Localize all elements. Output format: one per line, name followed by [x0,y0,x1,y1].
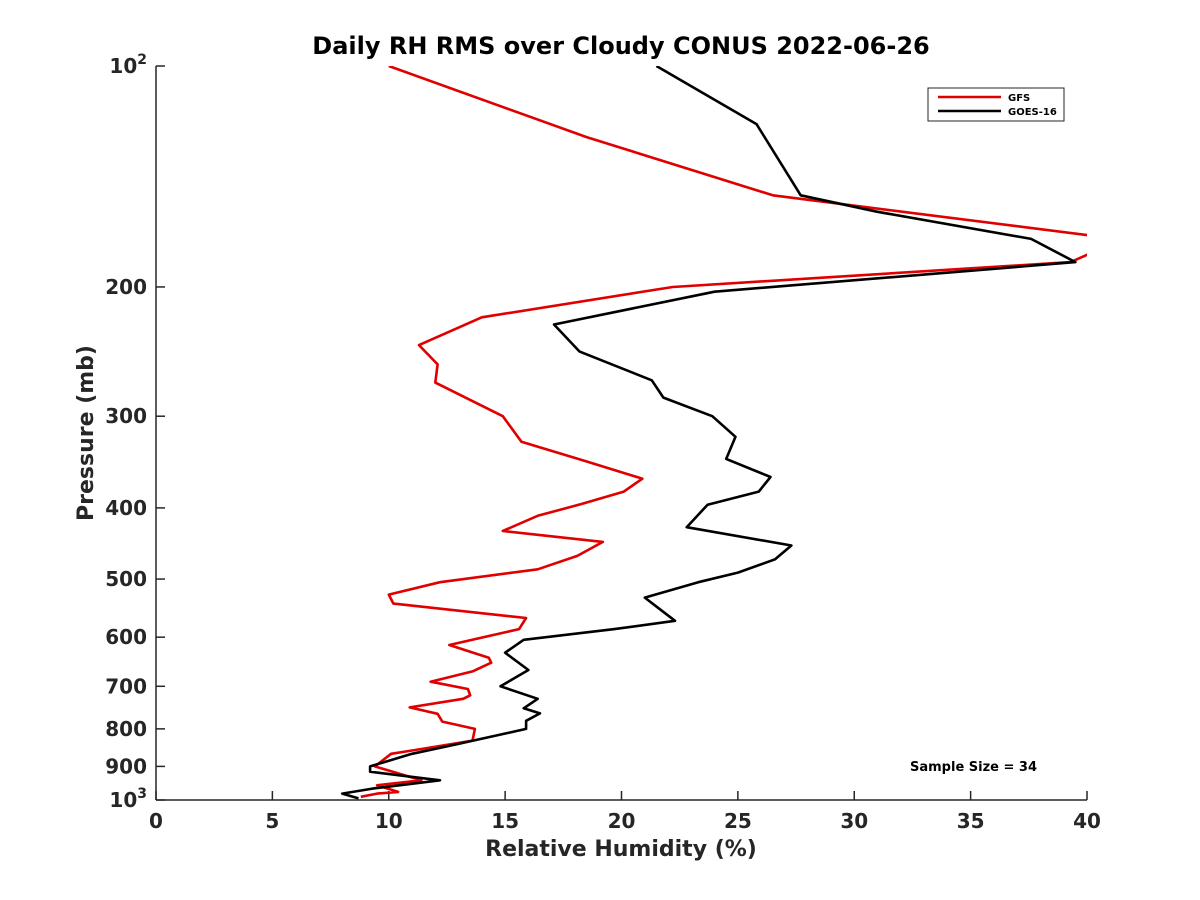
y-tick-label: 103 [109,786,147,812]
legend: GFS GOES-16 [927,87,1065,122]
x-tick-label: 5 [265,809,279,833]
y-tick-label: 900 [105,754,147,778]
x-tick-label: 15 [491,809,519,833]
y-tick-label: 700 [105,674,147,698]
x-ticks: 0 5 10 15 20 25 30 35 40 [149,791,1101,833]
legend-box [927,87,1065,122]
y-ticks: 102 200 300 400 500 600 700 800 900 103 [105,52,165,812]
chart-title: Daily RH RMS over Cloudy CONUS 2022-06-2… [312,32,929,60]
x-tick-label: 30 [840,809,868,833]
plot-area [155,66,1087,801]
y-axis-label: Pressure (mb) [74,345,99,521]
sample-size-annotation: Sample Size = 34 [910,760,1037,775]
y-tick-label: 102 [109,52,147,78]
series-layer [340,66,1087,800]
legend-label-gfs: GFS [1008,93,1030,104]
x-tick-label: 25 [724,809,752,833]
y-tick-label: 500 [105,567,147,591]
y-tick-label: 300 [105,404,147,428]
x-axis-label: Relative Humidity (%) [485,837,757,862]
y-tick-label: 200 [105,275,147,299]
y-tick-label: 600 [105,625,147,649]
x-tick-label: 10 [375,809,403,833]
x-tick-label: 0 [149,809,163,833]
y-tick-label: 400 [105,496,147,520]
series-line-gfs [360,66,1087,799]
legend-label-goes-16: GOES-16 [1008,107,1057,118]
x-tick-label: 20 [608,809,636,833]
series-line-goes-16 [340,66,1077,800]
y-tick-label: 800 [105,717,147,741]
x-tick-label: 35 [957,809,985,833]
x-tick-label: 40 [1073,809,1101,833]
